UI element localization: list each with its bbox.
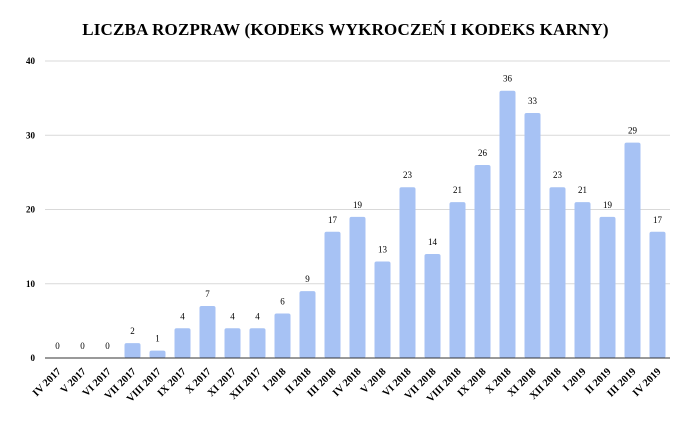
bar [499, 90, 516, 358]
data-label: 33 [528, 96, 538, 106]
data-label: 1 [155, 334, 160, 344]
bar [299, 291, 316, 358]
x-tick-label: IV 2017 [31, 366, 64, 399]
y-tick-label: 10 [26, 279, 36, 289]
x-tick-label: IX 2018 [456, 366, 489, 399]
bar [574, 202, 591, 358]
bar [399, 187, 416, 358]
data-label: 36 [503, 74, 513, 84]
bar [349, 216, 366, 358]
bar [624, 142, 641, 358]
y-tick-label: 40 [26, 56, 36, 66]
data-label: 23 [553, 170, 563, 180]
bars [124, 90, 666, 358]
data-label: 19 [603, 200, 613, 210]
data-label: 9 [305, 274, 310, 284]
x-tick-label: IV 2018 [331, 366, 364, 399]
bar [174, 328, 191, 358]
bar [599, 216, 616, 358]
data-label: 14 [428, 237, 438, 247]
data-label: 4 [180, 311, 185, 321]
data-label: 19 [353, 200, 363, 210]
data-label: 21 [578, 185, 587, 195]
y-axis: 0 10 20 30 40 [26, 56, 36, 363]
chart-title: LICZBA ROZPRAW (KODEKS WYKROCZEŃ I KODEK… [82, 20, 609, 39]
data-label: 6 [280, 296, 285, 306]
bar [199, 306, 216, 358]
bar [374, 261, 391, 358]
bar [549, 187, 566, 358]
data-label: 0 [80, 341, 85, 351]
bar [524, 112, 541, 358]
data-label: 0 [55, 341, 60, 351]
bar [649, 231, 666, 358]
data-label: 17 [328, 215, 338, 225]
bar [124, 343, 141, 358]
data-label: 29 [628, 126, 638, 136]
bar [249, 328, 266, 358]
data-label: 4 [255, 311, 260, 321]
data-label: 0 [105, 341, 110, 351]
bar [449, 202, 466, 358]
data-label: 17 [653, 215, 663, 225]
data-label: 21 [453, 185, 462, 195]
y-tick-label: 20 [26, 205, 36, 215]
bar [474, 164, 491, 358]
y-tick-label: 30 [26, 130, 36, 140]
bar [224, 328, 241, 358]
bar [324, 231, 341, 358]
x-tick-label: IX 2017 [156, 366, 189, 399]
bar [424, 254, 441, 358]
data-label: 2 [130, 326, 135, 336]
x-tick-label: IV 2019 [631, 366, 664, 399]
data-label: 4 [230, 311, 235, 321]
data-label: 13 [378, 244, 388, 254]
data-label: 7 [205, 289, 210, 299]
bar [274, 313, 291, 358]
bar [149, 350, 166, 358]
y-tick-label: 0 [31, 353, 36, 363]
data-label: 23 [403, 170, 413, 180]
data-label: 26 [478, 148, 488, 158]
